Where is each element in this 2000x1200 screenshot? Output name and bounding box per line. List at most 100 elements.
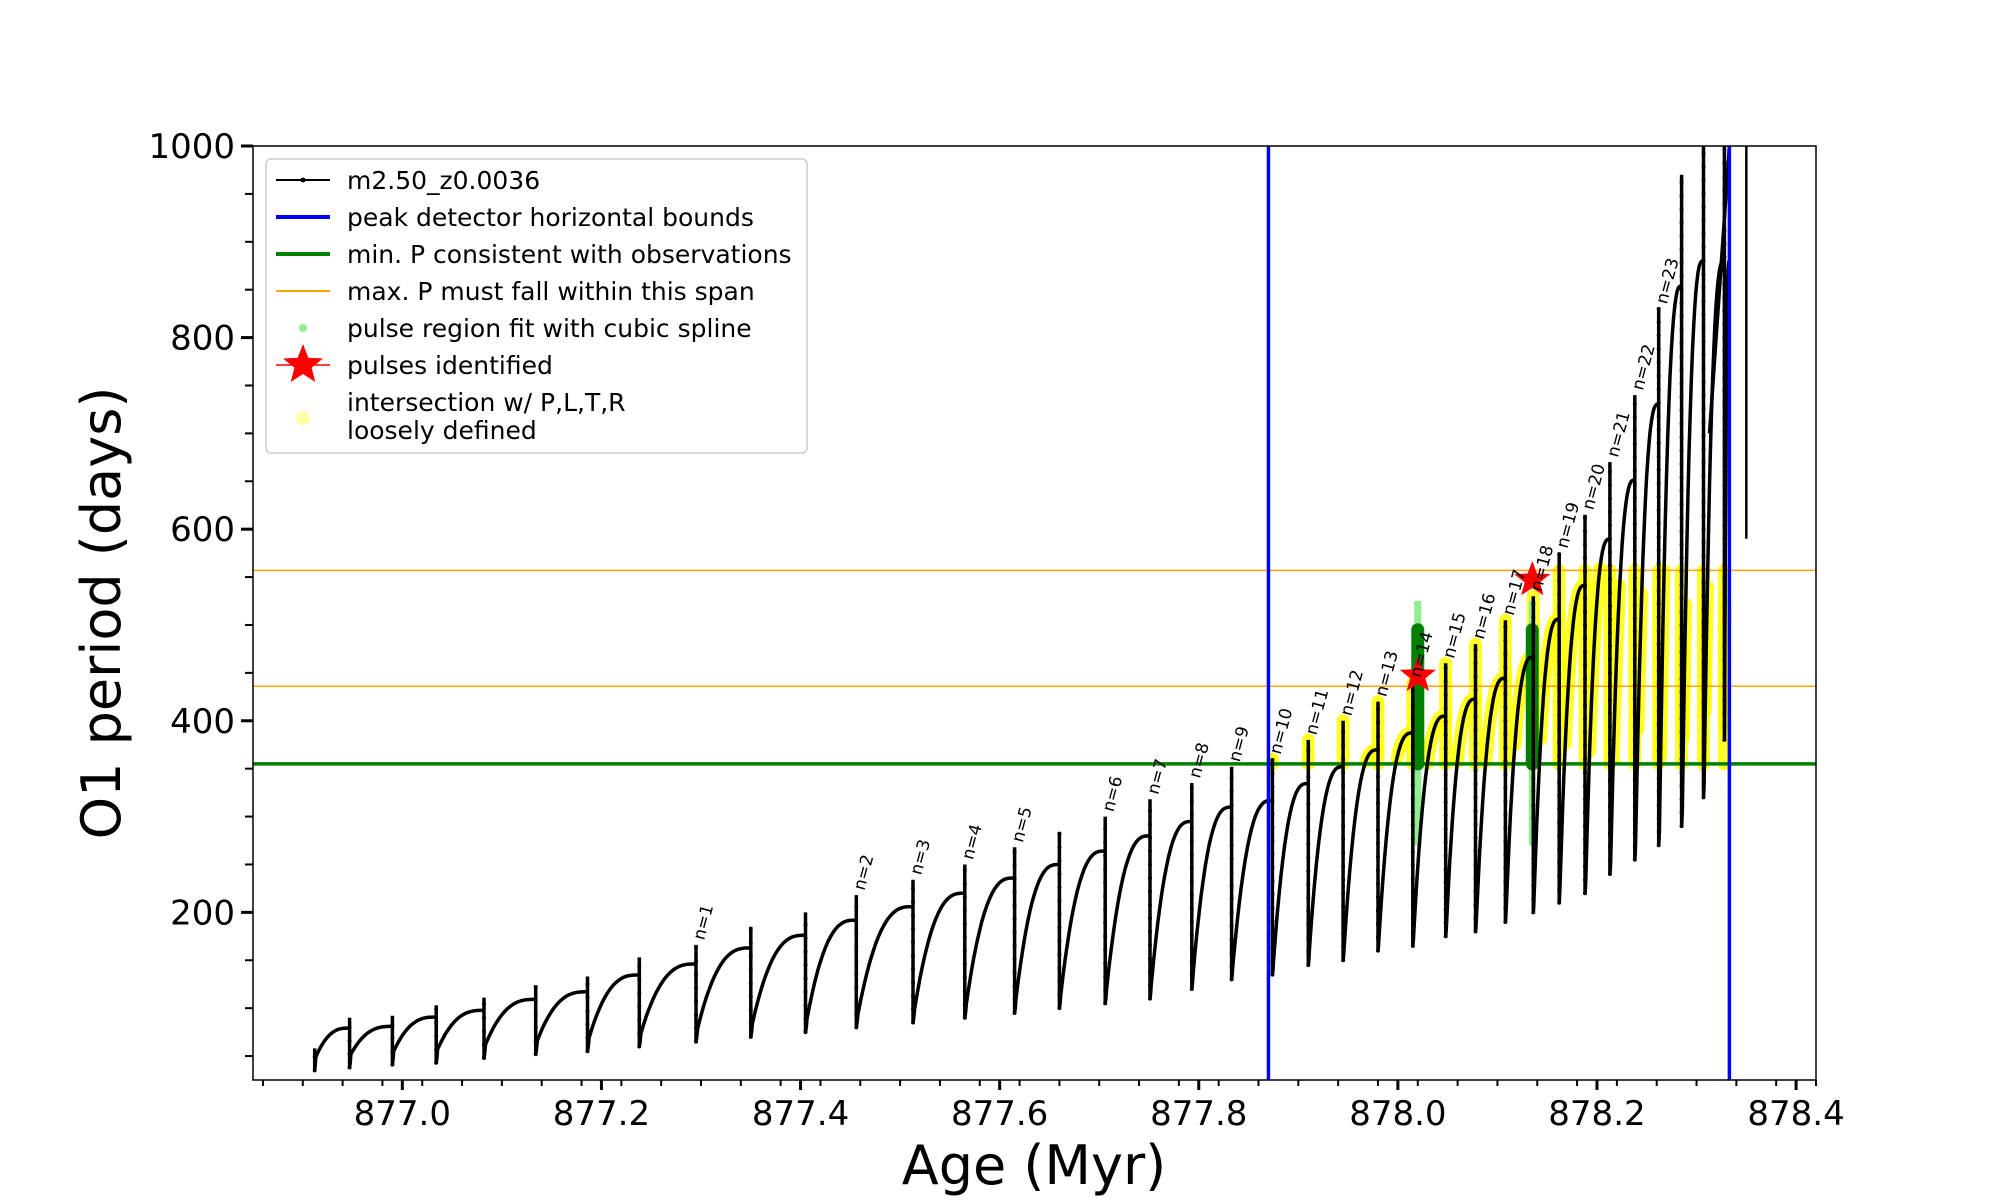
model-point	[1656, 360, 1661, 365]
model-point	[1557, 833, 1562, 838]
model-point	[1701, 621, 1706, 626]
model-point	[1557, 793, 1562, 798]
model-point	[1656, 789, 1661, 794]
model-point	[1103, 987, 1108, 992]
model-point	[1583, 716, 1588, 721]
model-point	[1057, 912, 1062, 917]
model-point	[1531, 615, 1536, 620]
model-point	[1270, 918, 1275, 923]
model-point	[1632, 522, 1637, 527]
model-point	[1012, 863, 1017, 868]
model-point	[911, 886, 916, 891]
model-point	[1607, 657, 1612, 662]
legend-label: max. P must fall within this span	[347, 277, 755, 306]
model-point	[1632, 401, 1637, 406]
model-point	[962, 921, 967, 926]
model-point	[911, 1007, 916, 1012]
model-point	[1103, 1001, 1108, 1006]
model-point	[1375, 814, 1380, 819]
model-point	[1503, 919, 1508, 924]
model-point	[1656, 776, 1661, 781]
model-point	[1503, 812, 1508, 817]
model-point	[1583, 542, 1588, 547]
model-point	[347, 1038, 352, 1043]
model-point	[1679, 609, 1684, 614]
model-point	[1583, 743, 1588, 748]
model-point	[1473, 701, 1478, 706]
model-point	[1147, 942, 1152, 947]
model-point	[1410, 742, 1415, 747]
model-track-segment	[1012, 847, 1060, 1015]
model-track-segment	[1656, 284, 1683, 848]
model-point	[1531, 776, 1536, 781]
model-point	[1722, 188, 1727, 193]
model-point	[1443, 840, 1448, 845]
model-point	[1306, 761, 1311, 766]
model-track-layer	[312, 146, 1748, 1073]
model-point	[1701, 366, 1706, 371]
legend-swatch	[296, 411, 310, 425]
model-point	[1722, 335, 1727, 340]
model-point	[1341, 810, 1346, 815]
model-point	[1270, 851, 1275, 856]
model-point	[481, 1042, 486, 1047]
model-point	[1679, 448, 1684, 453]
model-point	[1012, 903, 1017, 908]
legend-label: m2.50_z0.0036	[347, 166, 540, 195]
model-point	[1410, 715, 1415, 720]
model-point	[1341, 837, 1346, 842]
model-point	[1656, 373, 1661, 378]
model-point	[1722, 442, 1727, 447]
model-point	[1701, 406, 1706, 411]
model-point	[1229, 910, 1234, 915]
model-point	[1656, 440, 1661, 445]
model-point	[694, 986, 699, 991]
model-point	[1656, 306, 1661, 311]
model-point	[1375, 881, 1380, 886]
model-point	[1012, 917, 1017, 922]
model-point	[1679, 703, 1684, 708]
model-point	[1057, 979, 1062, 984]
model-point	[1679, 381, 1684, 386]
model-point	[1607, 590, 1612, 595]
model-point	[1656, 709, 1661, 714]
model-point	[585, 1049, 590, 1054]
model-point	[1503, 785, 1508, 790]
model-point	[1679, 301, 1684, 306]
model-track-segment	[482, 997, 536, 1060]
model-point	[1473, 768, 1478, 773]
model-point	[1701, 567, 1706, 572]
model-point	[854, 985, 859, 990]
model-point	[1443, 759, 1448, 764]
model-point	[1270, 758, 1275, 763]
model-point	[585, 1035, 590, 1040]
model-point	[1701, 473, 1706, 478]
model-point	[1306, 936, 1311, 941]
model-point	[1503, 665, 1508, 670]
model-point	[1341, 877, 1346, 882]
model-point	[1722, 617, 1727, 622]
model-point	[1557, 619, 1562, 624]
model-point	[637, 990, 642, 995]
model-point	[1679, 636, 1684, 641]
model-point	[1656, 347, 1661, 352]
model-point	[1701, 513, 1706, 518]
model-point	[1656, 575, 1661, 580]
model-point	[1103, 947, 1108, 952]
model-point	[1189, 933, 1194, 938]
model-point	[1722, 389, 1727, 394]
model-point	[1341, 783, 1346, 788]
model-point	[1557, 873, 1562, 878]
model-point	[1012, 890, 1017, 895]
model-point	[1656, 803, 1661, 808]
model-point	[1607, 630, 1612, 635]
model-point	[1679, 435, 1684, 440]
model-point	[1531, 655, 1536, 660]
model-point	[1410, 796, 1415, 801]
model-point	[1583, 864, 1588, 869]
model-point	[694, 945, 699, 950]
model-point	[1722, 147, 1727, 152]
model-point	[1722, 724, 1727, 729]
model-point	[1583, 850, 1588, 855]
model-point	[1632, 441, 1637, 446]
